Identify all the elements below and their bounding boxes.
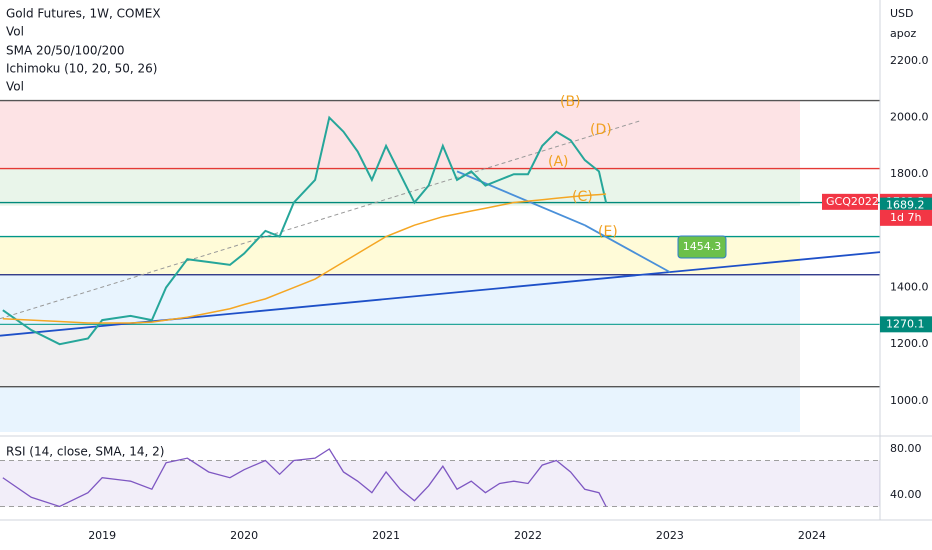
wave-label: (B): [560, 94, 581, 110]
zone: [0, 386, 800, 432]
wave-label: (A): [548, 154, 569, 170]
zone: [0, 324, 800, 387]
zone: [0, 236, 800, 275]
rsi-tick-label: 40.00: [890, 488, 922, 501]
price-badge: [880, 197, 932, 214]
price-badge-label: 1689.2: [886, 199, 925, 212]
rsi-band: [0, 460, 880, 507]
price-badge-label: 1270.1: [886, 317, 925, 330]
rsi-label: RSI (14, close, SMA, 14, 2): [6, 445, 164, 459]
indicator: Vol: [6, 80, 24, 94]
rsi-line: [2, 448, 607, 508]
author: apoz: [890, 27, 916, 40]
y-tick-label: 2000.0: [890, 111, 929, 124]
trendline: [584, 224, 671, 273]
y-tick-label: 2200.0: [890, 54, 929, 67]
background: [0, 100, 800, 432]
y-tick-label: 1400.0: [890, 281, 929, 294]
y-tick-label: 1200.0: [890, 337, 929, 350]
y-tick-label: 1000.0: [890, 394, 929, 407]
countdown-badge: [880, 209, 932, 226]
currency: USD: [890, 7, 914, 20]
x-tick-label: 2022: [514, 529, 542, 542]
callout-label: 1454.3: [683, 240, 722, 253]
price-badge: [880, 316, 932, 333]
x-tick-label: 2024: [798, 529, 826, 542]
wave-label: (C): [572, 189, 593, 205]
wave-label: (E): [598, 224, 618, 240]
y-tick-label: 1800.0: [890, 167, 929, 180]
symbol-badge: [822, 193, 878, 210]
indicator: SMA 20/50/100/200: [6, 44, 124, 58]
price-line: [2, 193, 607, 324]
zone: [0, 100, 800, 169]
x-tick-label: 2023: [656, 529, 684, 542]
symbol-label: GCQ2022: [826, 195, 879, 208]
trendline: [456, 170, 586, 227]
rsi-tick-label: 80.00: [890, 442, 922, 455]
indicator: Ichimoku (10, 20, 50, 26): [6, 62, 157, 76]
wave-label: (D): [590, 122, 612, 138]
indicator: Vol: [6, 25, 24, 39]
x-tick-label: 2021: [372, 529, 400, 542]
x-tick-label: 2020: [230, 529, 258, 542]
countdown-label: 1d 7h: [890, 211, 921, 224]
x-tick-label: 2019: [88, 529, 116, 542]
callout-box: [677, 235, 727, 259]
price-line: [2, 115, 608, 346]
chart-title: Gold Futures, 1W, COMEX: [6, 7, 161, 21]
